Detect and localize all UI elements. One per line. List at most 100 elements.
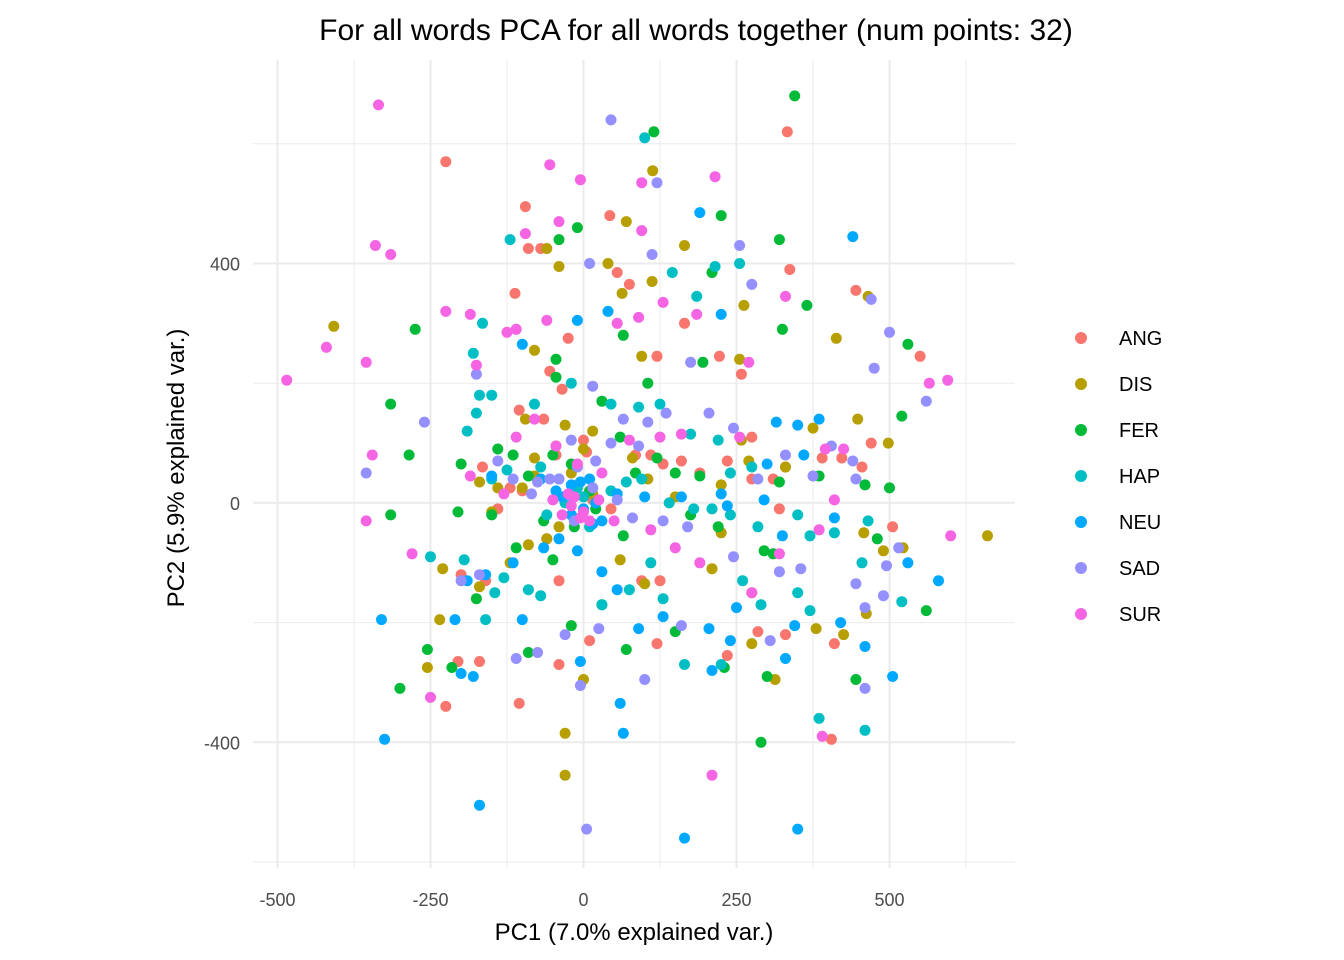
scatter-point: [865, 437, 877, 449]
scatter-point: [884, 482, 895, 494]
legend-item-ang: ANG: [1075, 328, 1162, 350]
scatter-point: [541, 509, 553, 521]
scatter-point: [663, 497, 675, 509]
scatter-point: [474, 389, 485, 401]
scatter-point: [547, 554, 559, 566]
scatter-point: [657, 515, 669, 527]
scatter-point: [501, 326, 513, 338]
legend-label: FER: [1119, 420, 1159, 442]
scatter-point: [651, 350, 663, 362]
series-sur: [281, 99, 957, 781]
scatter-point: [887, 521, 899, 533]
series-sad: [360, 114, 932, 835]
y-tick-label: 400: [210, 254, 240, 274]
scatter-point: [852, 413, 864, 425]
scatter-point: [657, 593, 669, 605]
scatter-point: [660, 407, 672, 419]
scatter-point: [657, 296, 669, 308]
scatter-point: [859, 724, 871, 736]
scatter-point: [553, 234, 565, 246]
scatter-point: [801, 299, 813, 311]
scatter-point: [565, 377, 577, 389]
scatter-point: [792, 587, 804, 599]
scatter-point: [780, 290, 791, 302]
legend-key: [1075, 332, 1087, 344]
scatter-point: [620, 644, 632, 655]
scatter-point: [902, 557, 914, 569]
scatter-point: [440, 700, 452, 712]
scatter-point: [657, 611, 669, 623]
scatter-point: [755, 736, 767, 748]
scatter-point: [611, 494, 623, 506]
scatter-point: [425, 691, 436, 703]
scatter-point: [703, 623, 715, 635]
scatter-point: [828, 527, 840, 539]
scatter-point: [328, 320, 340, 332]
scatter-point: [877, 545, 889, 557]
scatter-point: [480, 614, 492, 626]
scatter-point: [679, 659, 690, 670]
scatter-point: [642, 416, 654, 428]
scatter-point: [470, 593, 482, 605]
scatter-point: [639, 491, 651, 503]
scatter-point: [553, 659, 565, 670]
scatter-point: [360, 515, 372, 527]
legend-label: HAP: [1119, 466, 1160, 488]
scatter-point: [470, 359, 482, 371]
legend-label: NEU: [1119, 512, 1161, 534]
legend-label: ANG: [1119, 328, 1162, 350]
scatter-point: [795, 563, 807, 575]
scatter-point: [639, 578, 651, 590]
scatter-point: [715, 659, 727, 670]
scatter-point: [647, 165, 659, 177]
scatter-point: [409, 323, 421, 335]
scatter-point: [559, 769, 571, 781]
scatter-point: [605, 437, 617, 449]
scatter-point: [474, 799, 485, 811]
scatter-point: [492, 455, 504, 467]
scatter-point: [611, 317, 623, 329]
scatter-point: [571, 545, 583, 557]
scatter-point: [574, 174, 586, 186]
scatter-point: [724, 509, 736, 521]
scatter-point: [813, 413, 825, 425]
scatter-point: [752, 626, 764, 638]
scatter-point: [734, 353, 746, 365]
scatter-point: [532, 647, 544, 658]
legend-item-dis: DIS: [1075, 374, 1152, 396]
scatter-point: [642, 377, 654, 389]
scatter-point: [581, 823, 593, 835]
scatter-point: [519, 201, 531, 213]
scatter-point: [728, 422, 739, 434]
scatter-point: [633, 440, 645, 452]
scatter-point: [858, 527, 870, 539]
scatter-point: [871, 533, 883, 545]
scatter-point: [486, 389, 498, 401]
scatter-point: [550, 440, 562, 452]
scatter-point: [789, 620, 801, 632]
x-axis-label: PC1 (7.0% explained var.): [495, 919, 774, 946]
scatter-point: [541, 243, 553, 254]
scatter-point: [281, 374, 293, 386]
scatter-point: [587, 380, 599, 392]
scatter-point: [590, 455, 602, 467]
scatter-point: [654, 575, 666, 587]
scatter-point: [694, 470, 706, 482]
scatter-point: [679, 317, 690, 329]
scatter-point: [838, 443, 850, 455]
scatter-point: [434, 614, 446, 626]
scatter-point: [752, 473, 764, 485]
scatter-point: [830, 332, 842, 344]
scatter-point: [712, 521, 724, 533]
scatter-point: [859, 602, 871, 614]
scatter-point: [559, 419, 571, 431]
scatter-point: [553, 533, 565, 545]
scatter-point: [810, 623, 822, 635]
scatter-point: [455, 668, 467, 679]
scatter-point: [773, 503, 785, 515]
scatter-point: [574, 476, 586, 488]
scatter-point: [620, 216, 632, 228]
scatter-point: [529, 452, 540, 464]
scatter-point: [828, 494, 840, 506]
scatter-point: [510, 653, 522, 664]
